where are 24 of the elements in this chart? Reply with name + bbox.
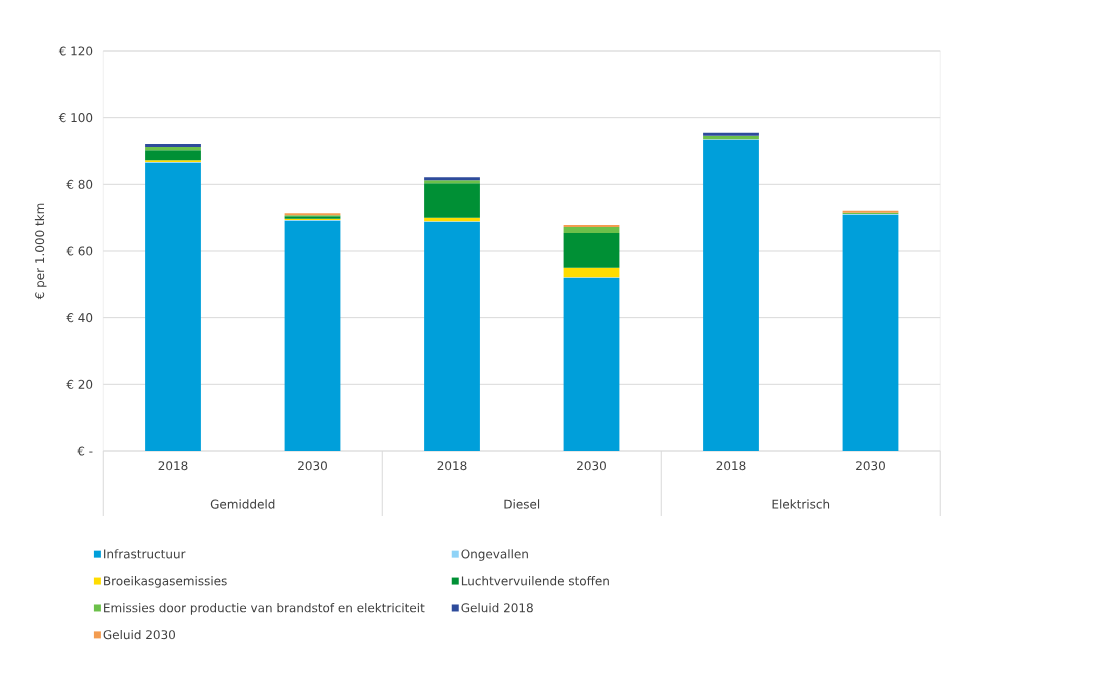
legend-label: Luchtvervuilende stoffen [461,576,609,586]
legend-label: Ongevallen [461,549,528,561]
x-tick-label: 2018 [158,461,188,471]
text: Diesel [504,499,540,509]
y-tick-label: € 40 [66,313,93,323]
x-tick-label: 2030 [577,461,606,471]
legend-label: Emissies door productie van brandstof en elektriciteit [104,603,425,615]
legend-label: Geluid 2030 [103,629,176,640]
y-tick-label: € 20 [66,379,93,389]
text: Elektrisch [772,499,830,509]
legend-label: Geluid 2018 [461,603,533,613]
y-tick-label: € - [77,446,93,456]
x-tick-label: 2018 [716,461,746,471]
y-tick-label: € 120 [58,46,93,56]
text: Gemiddeld [210,499,275,509]
x-tick-label: 2030 [298,461,327,471]
y-tick-label: € 60 [66,246,93,256]
x-tick-label: 2030 [856,461,885,471]
x-tick-label: 2018 [437,461,467,471]
legend-label: Broeikasgasemissies [104,576,227,588]
y-tick-label: € 100 [58,113,93,123]
y-tick-label: € 80 [66,179,93,189]
legend-label: Infrastructuur [104,549,186,559]
y-axis-title: € per 1.000 tkm [34,203,47,300]
